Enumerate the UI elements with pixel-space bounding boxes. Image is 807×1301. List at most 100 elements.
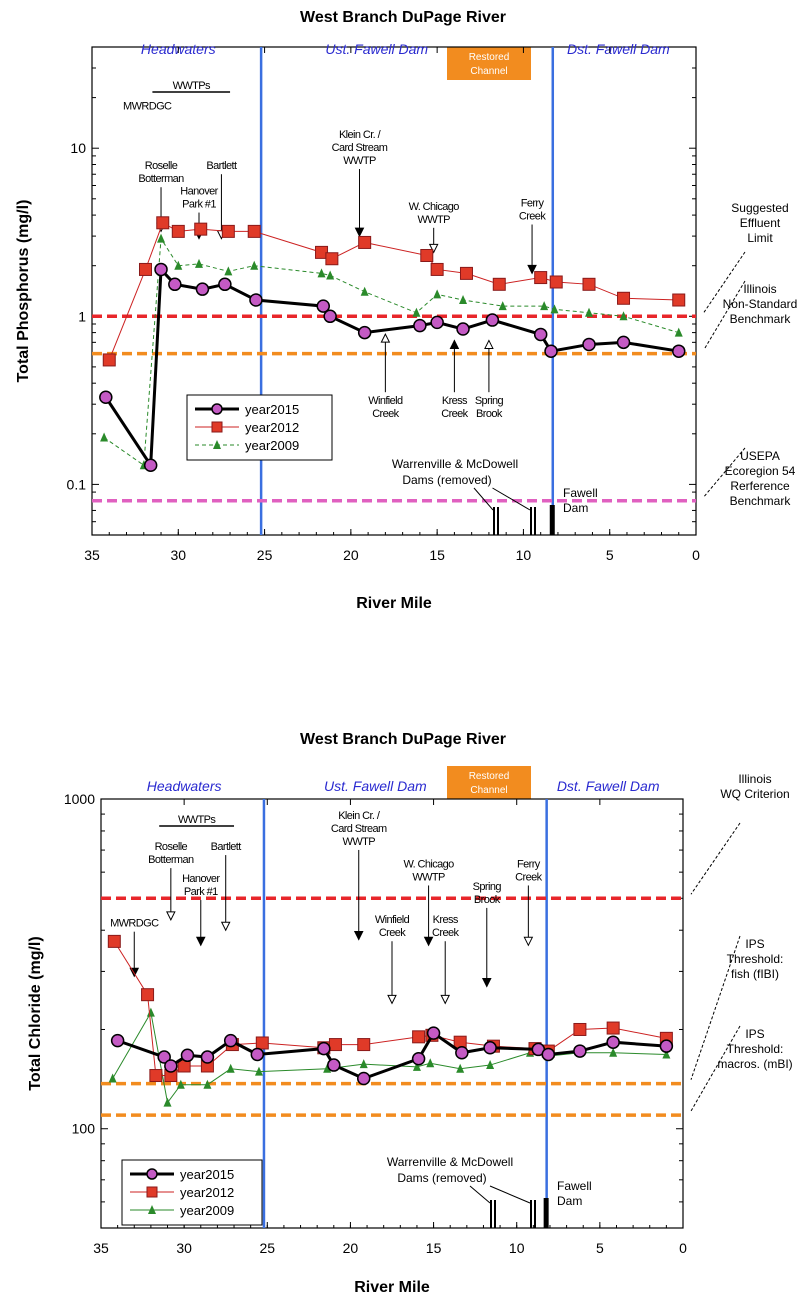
annotation-label: Hanover [182, 873, 220, 885]
wwtps-label: WWTPs [178, 814, 216, 826]
annotation-arrowhead [428, 243, 439, 254]
data-point-year2012 [138, 262, 152, 276]
annotation-arrowhead [380, 333, 391, 343]
fawell-label: Dam [557, 1194, 582, 1208]
x-tick-label: 10 [516, 547, 532, 563]
annotation-arrowhead [220, 921, 231, 932]
dams-label: Warrenville & McDowell [392, 457, 518, 471]
data-point-year2009 [194, 258, 203, 268]
data-point-year2012 [247, 224, 261, 238]
legend-marker [211, 403, 223, 415]
data-point-year2015 [327, 1058, 341, 1072]
dams-label: Warrenville & McDowell [387, 1155, 513, 1169]
data-point-year2009 [176, 1079, 185, 1089]
reference-label: Limit [747, 231, 773, 245]
data-point-year2009 [498, 301, 507, 311]
reference-label: macros. (mBI) [717, 1057, 792, 1071]
x-tick-label: 15 [429, 547, 445, 563]
annotation-label: Creek [379, 927, 406, 939]
dam-pointer [473, 487, 494, 511]
dam-marker [534, 507, 536, 535]
data-point-year2015 [218, 277, 232, 292]
fawell-label: Fawell [563, 486, 598, 500]
reference-label: Illinois [738, 772, 771, 786]
x-tick-label: 30 [170, 547, 186, 563]
data-point-year2012 [606, 1021, 620, 1035]
data-point-year2015 [544, 344, 558, 358]
reference-label: fish (fIBI) [731, 967, 779, 981]
fawell-label: Dam [563, 501, 588, 515]
annotation-arrowhead [523, 936, 534, 947]
annotation-label: Creek [372, 408, 399, 420]
reference-label: Non-Standard [723, 297, 798, 311]
data-point-year2009 [360, 286, 369, 296]
reference-connector [690, 935, 741, 1080]
restored-label-line1: Restored [469, 771, 510, 782]
annotation-label: Park #1 [182, 199, 216, 211]
x-tick-label: 25 [257, 547, 273, 563]
annotation-label: Brook [474, 894, 501, 906]
data-point-year2015 [659, 1039, 674, 1053]
x-tick-label: 5 [596, 1240, 604, 1256]
x-tick-label: 35 [93, 1240, 109, 1256]
reference-label: Benchmark [730, 312, 792, 326]
reference-label: WQ Criterion [720, 787, 789, 801]
data-point-year2009 [359, 1059, 368, 1069]
reference-connector [703, 447, 746, 498]
annotation-label: Card Stream [332, 142, 388, 154]
data-point-year2015 [317, 1041, 331, 1056]
data-point-year2012 [325, 252, 339, 266]
y-axis-label: Total Phosphorus (mg/l) [15, 200, 32, 383]
x-tick-label: 30 [176, 1240, 192, 1256]
annotation-label: Bartlett [206, 160, 237, 172]
x-tick-label: 0 [692, 547, 700, 563]
x-tick-label: 20 [343, 547, 359, 563]
annotation-label: Kress [442, 395, 468, 407]
annotation-arrowhead [423, 936, 434, 947]
plot-frame [100, 798, 684, 1229]
legend-marker [211, 421, 223, 433]
dam-marker [534, 1200, 536, 1228]
x-tick-label: 25 [259, 1240, 275, 1256]
annotation-label: MWRDGC [110, 918, 159, 930]
data-point-year2012 [573, 1022, 587, 1036]
data-point-year2009 [412, 1061, 421, 1071]
data-point-year2012 [141, 988, 155, 1002]
annotation-arrowhead [195, 936, 206, 947]
annotation-label: Klein Cr. / [339, 129, 382, 141]
wwtps-label: WWTPs [173, 80, 211, 92]
dam-marker [530, 1200, 532, 1228]
legend-label: year2012 [180, 1185, 234, 1200]
data-point-year2015 [323, 309, 337, 324]
data-point-year2015 [223, 1033, 238, 1048]
data-point-year2012 [492, 277, 506, 291]
annotation-label: Spring [475, 395, 504, 407]
annotation-arrowhead [166, 911, 176, 921]
data-point-year2009 [619, 311, 628, 321]
data-point-year2015 [250, 1047, 265, 1062]
data-point-year2009 [157, 233, 166, 243]
data-point-year2015 [411, 1052, 426, 1066]
data-point-year2015 [99, 390, 113, 404]
legend-label: year2015 [245, 402, 299, 417]
legend-label: year2009 [245, 438, 299, 453]
data-point-year2015 [426, 1026, 441, 1040]
reference-label: Threshold: [727, 952, 784, 966]
dam-pointer [489, 1185, 531, 1204]
data-point-year2009 [433, 289, 442, 299]
y-tick-label: 0.1 [67, 476, 87, 492]
data-point-year2015 [200, 1050, 215, 1064]
data-point-year2009 [550, 304, 559, 314]
annotation-arrowhead [354, 227, 365, 238]
data-point-year2012 [328, 1038, 342, 1052]
x-tick-label: 35 [84, 547, 100, 563]
dam-marker [493, 507, 495, 535]
y-tick-label: 1 [78, 308, 86, 324]
annotation-arrowhead [527, 264, 537, 275]
restored-label-line1: Restored [469, 52, 510, 63]
annotation-arrowhead [353, 930, 364, 941]
data-point-year2015 [456, 322, 470, 336]
data-point-year2009 [323, 1063, 332, 1073]
restored-label-line2: Channel [470, 785, 507, 796]
